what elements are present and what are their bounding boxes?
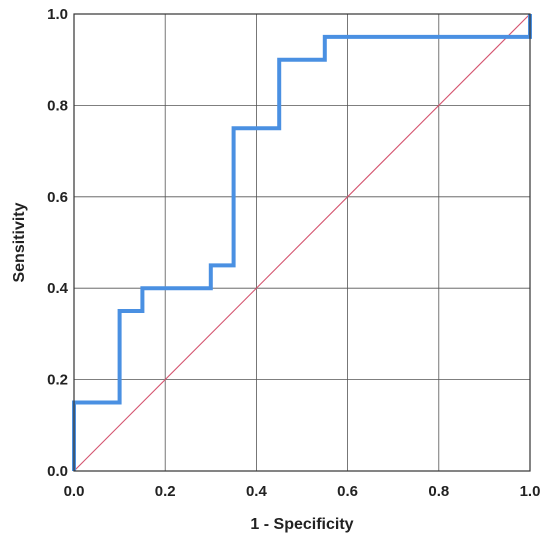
x-tick-label: 1.0 bbox=[520, 483, 541, 500]
x-tick-label: 0.2 bbox=[155, 483, 176, 500]
series-layer bbox=[72, 13, 532, 472]
x-tick-label: 0.6 bbox=[337, 483, 358, 500]
y-tick-label: 1.0 bbox=[47, 6, 68, 23]
x-axis-title: 1 - Specificity bbox=[250, 516, 353, 533]
x-tick-label: 0.4 bbox=[246, 483, 268, 500]
y-axis-ticks: 0.0 0.2 0.4 0.6 0.8 1.0 bbox=[47, 6, 69, 480]
x-tick-label: 0.0 bbox=[64, 483, 85, 500]
roc-curve-line bbox=[72, 14, 532, 471]
plot-area-frame bbox=[73, 13, 531, 472]
y-tick-label: 0.4 bbox=[47, 280, 69, 297]
y-tick-label: 0.8 bbox=[47, 97, 68, 114]
y-tick-label: 0.0 bbox=[47, 463, 68, 480]
y-tick-label: 0.2 bbox=[47, 372, 68, 389]
x-axis-ticks: 0.0 0.2 0.4 0.6 0.8 1.0 bbox=[64, 483, 541, 500]
reference-diagonal-line bbox=[73, 13, 531, 472]
y-tick-label: 0.6 bbox=[47, 189, 68, 206]
y-axis-title: Sensitivity bbox=[11, 202, 28, 282]
x-tick-label: 0.8 bbox=[428, 483, 449, 500]
